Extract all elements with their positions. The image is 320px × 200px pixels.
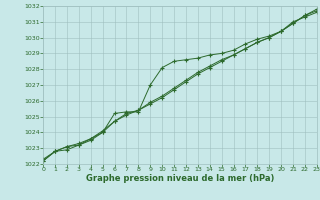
X-axis label: Graphe pression niveau de la mer (hPa): Graphe pression niveau de la mer (hPa) [86,174,274,183]
